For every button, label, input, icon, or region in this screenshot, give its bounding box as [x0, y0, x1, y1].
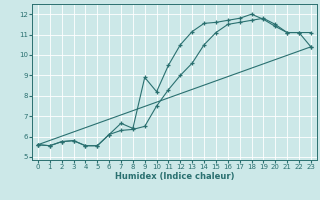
- X-axis label: Humidex (Indice chaleur): Humidex (Indice chaleur): [115, 172, 234, 181]
